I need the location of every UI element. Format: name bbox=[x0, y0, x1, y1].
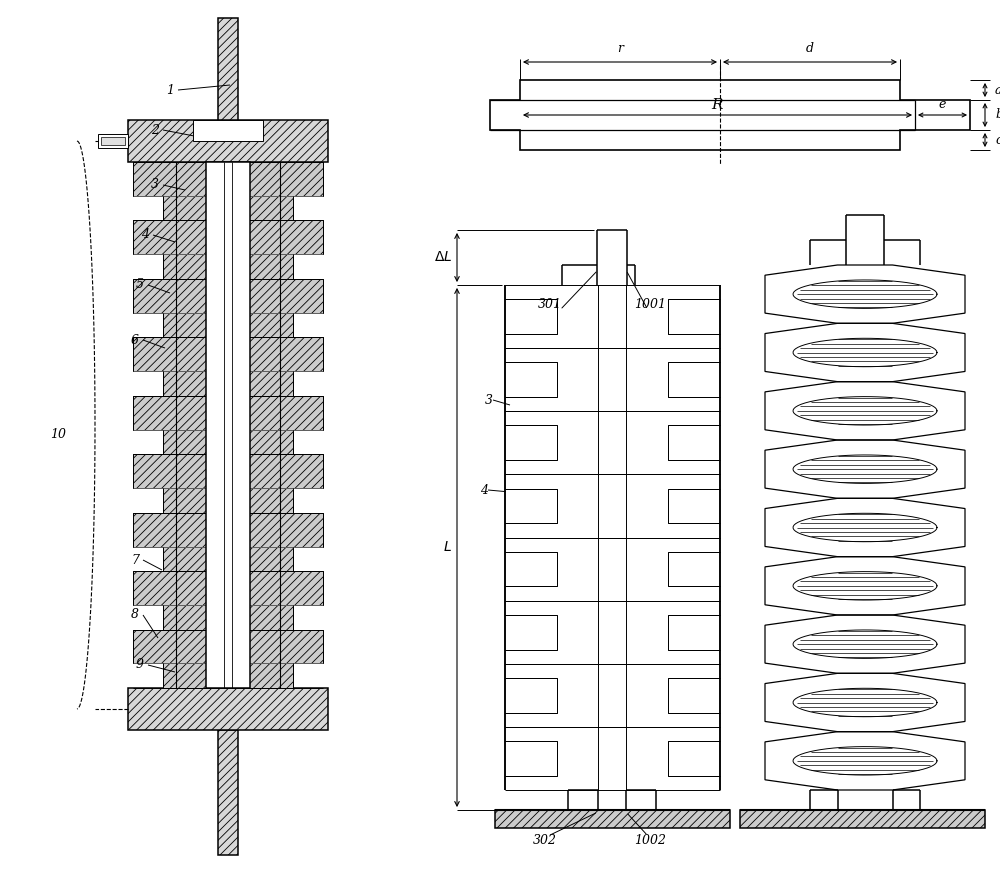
Bar bbox=[133, 337, 323, 371]
Text: 4: 4 bbox=[480, 484, 488, 497]
Bar bbox=[133, 455, 323, 488]
Text: e: e bbox=[938, 99, 946, 112]
Bar bbox=[218, 18, 238, 130]
Bar bbox=[163, 430, 293, 455]
Bar bbox=[163, 313, 293, 337]
Text: c: c bbox=[995, 134, 1000, 146]
Bar bbox=[506, 552, 556, 586]
Text: 10: 10 bbox=[50, 428, 66, 441]
Bar bbox=[669, 489, 719, 522]
Bar bbox=[669, 552, 719, 586]
Bar bbox=[163, 605, 293, 630]
Text: b: b bbox=[995, 108, 1000, 122]
Text: 8: 8 bbox=[131, 609, 139, 621]
Text: 302: 302 bbox=[533, 833, 557, 847]
Bar bbox=[669, 363, 719, 396]
Bar bbox=[669, 300, 719, 333]
Bar bbox=[128, 120, 328, 162]
Bar bbox=[506, 742, 556, 775]
Text: 1002: 1002 bbox=[634, 833, 666, 847]
Bar bbox=[163, 255, 293, 279]
Bar bbox=[128, 688, 328, 730]
Bar bbox=[133, 630, 323, 663]
Bar bbox=[506, 363, 556, 396]
Text: 2: 2 bbox=[151, 123, 159, 137]
Text: 3: 3 bbox=[485, 394, 493, 406]
Bar bbox=[506, 678, 556, 712]
Text: 7: 7 bbox=[131, 553, 139, 566]
Text: d: d bbox=[806, 42, 814, 55]
Bar bbox=[133, 162, 323, 196]
Text: 301: 301 bbox=[538, 299, 562, 312]
Bar bbox=[101, 137, 125, 145]
Bar bbox=[206, 162, 250, 688]
Bar bbox=[495, 810, 730, 828]
Bar bbox=[669, 426, 719, 460]
Bar bbox=[193, 120, 263, 141]
Text: 5: 5 bbox=[136, 278, 144, 292]
Bar bbox=[506, 426, 556, 460]
Bar bbox=[163, 196, 293, 220]
Text: 1: 1 bbox=[166, 84, 174, 97]
Bar bbox=[133, 220, 323, 255]
Bar bbox=[163, 488, 293, 513]
Bar bbox=[506, 489, 556, 522]
Bar bbox=[506, 300, 556, 333]
Bar bbox=[163, 371, 293, 396]
Bar bbox=[669, 742, 719, 775]
Bar bbox=[218, 730, 238, 855]
Bar bbox=[669, 615, 719, 649]
Text: 4: 4 bbox=[141, 228, 149, 241]
Text: a: a bbox=[995, 84, 1000, 97]
Text: $\Delta L$: $\Delta L$ bbox=[434, 250, 452, 264]
Bar bbox=[133, 279, 323, 313]
Bar bbox=[669, 678, 719, 712]
Bar bbox=[740, 810, 985, 828]
Bar bbox=[133, 513, 323, 546]
Text: 6: 6 bbox=[131, 334, 139, 346]
Text: 1001: 1001 bbox=[634, 299, 666, 312]
Bar bbox=[98, 134, 128, 148]
Bar bbox=[133, 396, 323, 430]
Text: r: r bbox=[617, 42, 623, 55]
Text: 3: 3 bbox=[151, 179, 159, 191]
Bar bbox=[163, 663, 293, 688]
Bar bbox=[506, 615, 556, 649]
Bar bbox=[133, 571, 323, 605]
Text: R: R bbox=[711, 98, 723, 112]
Bar bbox=[163, 546, 293, 571]
Text: 9: 9 bbox=[136, 658, 144, 671]
Text: $L$: $L$ bbox=[443, 540, 452, 554]
